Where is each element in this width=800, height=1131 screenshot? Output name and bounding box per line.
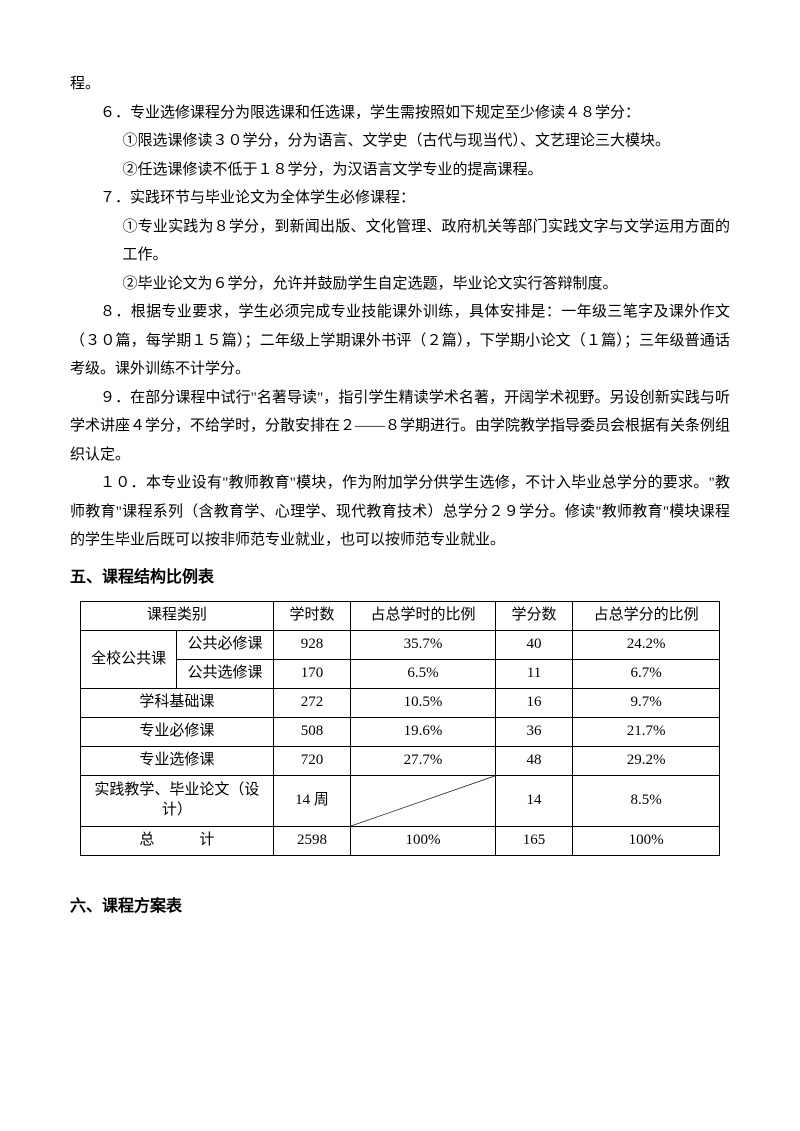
- cell-credits: 16: [495, 688, 573, 717]
- table-row: 专业必修课 508 19.6% 36 21.7%: [81, 717, 720, 746]
- item-7-sub-2: ②毕业论文为６学分，允许并鼓励学生自定选题，毕业论文实行答辩制度。: [70, 270, 730, 299]
- cell-credits: 36: [495, 717, 573, 746]
- item-7-head: ７．实践环节与毕业论文为全体学生必修课程：: [70, 184, 730, 213]
- cell-credits-pct: 8.5%: [573, 775, 720, 826]
- cell-hours: 2598: [273, 826, 351, 855]
- header-credits-pct: 占总学分的比例: [573, 601, 720, 630]
- cell-cat: 实践教学、毕业论文（设计）: [81, 775, 274, 826]
- item-6-sub-2: ②任选课修读不低于１８学分，为汉语言文学专业的提高课程。: [70, 156, 730, 185]
- cell-cat: 专业必修课: [81, 717, 274, 746]
- table-header-row: 课程类别 学时数 占总学时的比例 学分数 占总学分的比例: [81, 601, 720, 630]
- cell-hours-pct: 10.5%: [351, 688, 496, 717]
- cell-credits: 40: [495, 630, 573, 659]
- header-category: 课程类别: [81, 601, 274, 630]
- item-10: １０．本专业设有"教师教育"模块，作为附加学分供学生选修，不计入毕业总学分的要求…: [70, 469, 730, 555]
- table-total-row: 总 计 2598 100% 165 100%: [81, 826, 720, 855]
- header-hours: 学时数: [273, 601, 351, 630]
- paragraph-continuation: 程。: [70, 70, 730, 99]
- cell-hours: 14 周: [273, 775, 351, 826]
- table-row: 学科基础课 272 10.5% 16 9.7%: [81, 688, 720, 717]
- course-structure-table: 课程类别 学时数 占总学时的比例 学分数 占总学分的比例 全校公共课 公共必修课…: [80, 601, 720, 856]
- cell-diagonal: [351, 775, 496, 826]
- cell-hours: 508: [273, 717, 351, 746]
- cell-credits-pct: 9.7%: [573, 688, 720, 717]
- cell-cat-b: 公共选修课: [177, 659, 273, 688]
- cell-cat-b: 公共必修课: [177, 630, 273, 659]
- cell-hours-pct: 19.6%: [351, 717, 496, 746]
- cell-credits: 14: [495, 775, 573, 826]
- cell-credits: 165: [495, 826, 573, 855]
- cell-cat: 总 计: [81, 826, 274, 855]
- diagonal-line-icon: [351, 776, 495, 826]
- cell-hours: 272: [273, 688, 351, 717]
- cell-hours-pct: 35.7%: [351, 630, 496, 659]
- item-7-sub-1: ①专业实践为８学分，到新闻出版、文化管理、政府机关等部门实践文字与文学运用方面的…: [70, 213, 730, 270]
- header-credits: 学分数: [495, 601, 573, 630]
- table-row: 实践教学、毕业论文（设计） 14 周 14 8.5%: [81, 775, 720, 826]
- cell-credits-pct: 21.7%: [573, 717, 720, 746]
- cell-hours-pct: 100%: [351, 826, 496, 855]
- cell-cat: 专业选修课: [81, 746, 274, 775]
- section-6-title: 六、课程方案表: [70, 892, 730, 922]
- section-5-title: 五、课程结构比例表: [70, 563, 730, 593]
- cell-cat: 学科基础课: [81, 688, 274, 717]
- table-row: 全校公共课 公共必修课 928 35.7% 40 24.2%: [81, 630, 720, 659]
- cell-hours: 170: [273, 659, 351, 688]
- table-row: 专业选修课 720 27.7% 48 29.2%: [81, 746, 720, 775]
- cell-credits-pct: 100%: [573, 826, 720, 855]
- cell-hours: 720: [273, 746, 351, 775]
- cell-credits: 48: [495, 746, 573, 775]
- cell-hours: 928: [273, 630, 351, 659]
- cell-credits-pct: 24.2%: [573, 630, 720, 659]
- item-9: ９．在部分课程中试行"名著导读"，指引学生精读学术名著，开阔学术视野。另设创新实…: [70, 384, 730, 470]
- cell-hours-pct: 27.7%: [351, 746, 496, 775]
- item-8: ８．根据专业要求，学生必须完成专业技能课外训练，具体安排是：一年级三笔字及课外作…: [70, 298, 730, 384]
- cell-credits: 11: [495, 659, 573, 688]
- cell-hours-pct: 6.5%: [351, 659, 496, 688]
- item-6-sub-1: ①限选课修读３０学分，分为语言、文学史（古代与现当代）、文艺理论三大模块。: [70, 127, 730, 156]
- table-row: 公共选修课 170 6.5% 11 6.7%: [81, 659, 720, 688]
- cell-credits-pct: 6.7%: [573, 659, 720, 688]
- header-hours-pct: 占总学时的比例: [351, 601, 496, 630]
- cell-credits-pct: 29.2%: [573, 746, 720, 775]
- cell-cat-a: 全校公共课: [81, 630, 177, 688]
- item-6-head: ６．专业选修课程分为限选课和任选课，学生需按照如下规定至少修读４８学分：: [70, 99, 730, 128]
